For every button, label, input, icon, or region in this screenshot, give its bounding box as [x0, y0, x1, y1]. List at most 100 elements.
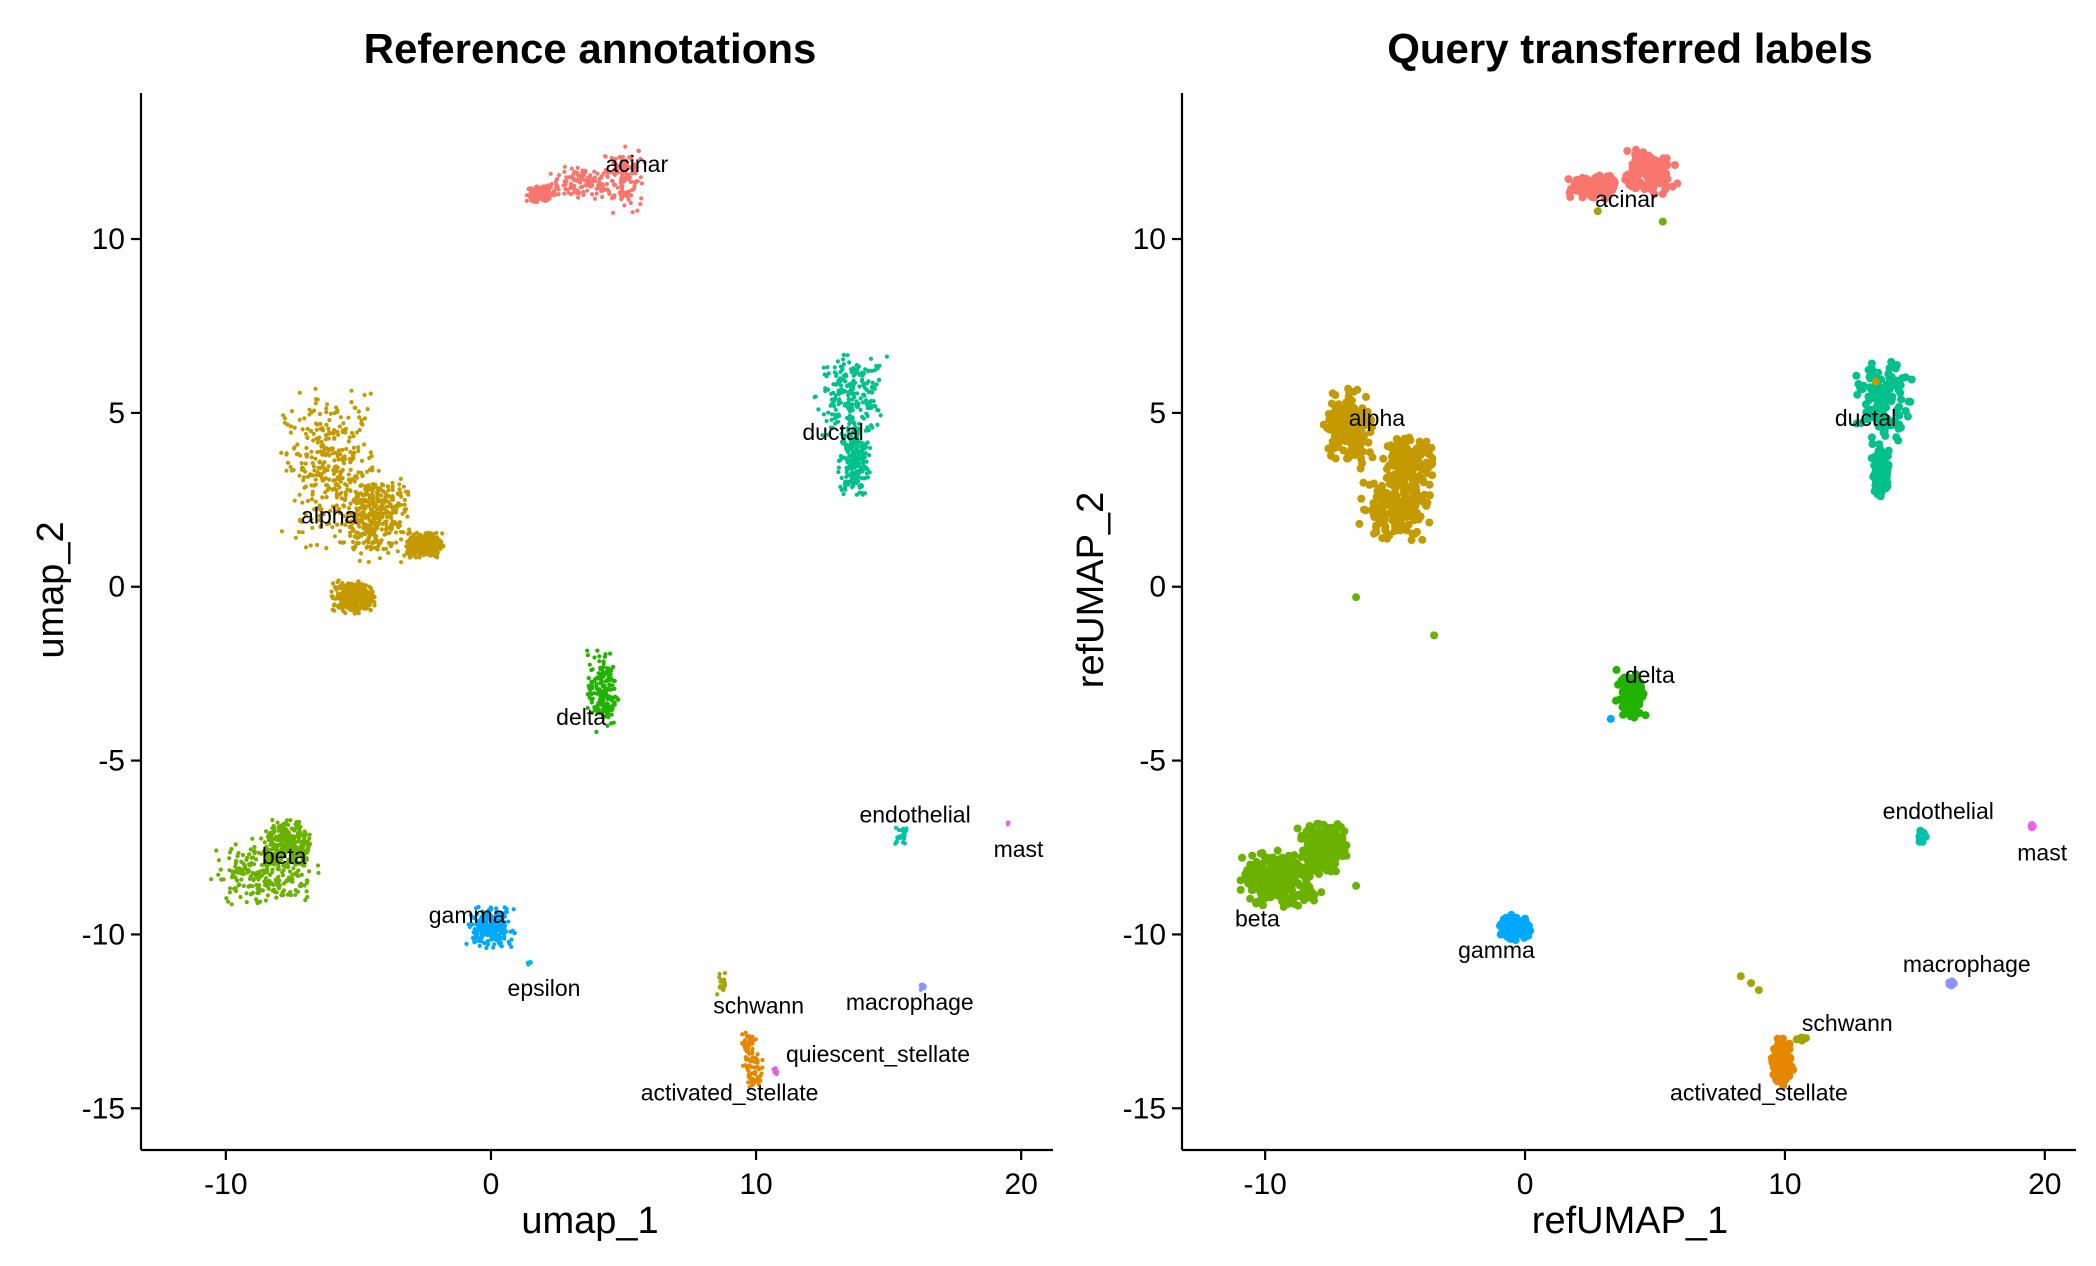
- point-alpha: [340, 600, 345, 606]
- point-alpha: [1418, 535, 1427, 544]
- point-acinar: [613, 156, 618, 161]
- point-beta: [288, 890, 293, 895]
- point-alpha: [333, 596, 338, 601]
- y-tick-label: -15: [82, 1092, 125, 1125]
- point-acinar: [615, 185, 620, 190]
- point-gamma: [477, 943, 482, 949]
- point-alpha: [420, 551, 425, 557]
- point-ductal: [836, 469, 841, 475]
- point-beta: [209, 877, 214, 882]
- point-alpha: [375, 492, 380, 497]
- point-beta: [246, 868, 251, 874]
- point-delta: [592, 707, 598, 712]
- point-ductal: [839, 383, 844, 388]
- point-ductal: [1904, 397, 1913, 406]
- point-beta: [304, 856, 309, 861]
- point-alpha: [353, 489, 358, 494]
- point-ductal: [853, 461, 858, 466]
- point-alpha: [315, 440, 320, 445]
- point-ductal: [863, 428, 868, 433]
- point-alpha: [281, 413, 286, 418]
- point-ductal: [1862, 408, 1871, 417]
- point-beta: [1238, 853, 1247, 862]
- point-alpha: [1332, 401, 1340, 410]
- point-beta: [1331, 848, 1340, 857]
- point-beta: [294, 870, 299, 876]
- point-alpha: [316, 465, 321, 470]
- point-alpha: [387, 530, 392, 536]
- point-acinar: [625, 172, 631, 177]
- point-ductal: [851, 383, 856, 388]
- point-ductal: [1861, 400, 1870, 409]
- point-delta: [1619, 710, 1628, 719]
- point-ductal: [839, 431, 844, 436]
- point-beta: [275, 883, 280, 888]
- point-acinar: [614, 168, 619, 173]
- point-alpha: [358, 491, 364, 496]
- point-alpha: [327, 418, 332, 423]
- cluster-points-activated-stellate: [740, 1030, 765, 1090]
- point-beta: [273, 836, 278, 841]
- point-acinar: [1564, 175, 1573, 184]
- point-ductal: [821, 365, 826, 370]
- point-acinar: [610, 194, 616, 199]
- point-ductal: [838, 369, 843, 374]
- point-macrophage: [921, 984, 926, 989]
- point-alpha: [401, 484, 406, 489]
- point-alpha: [384, 525, 389, 530]
- point-alpha: [303, 513, 308, 518]
- point-ductal: [865, 381, 870, 386]
- point-alpha: [378, 509, 383, 515]
- point-alpha: [331, 468, 336, 473]
- point-alpha: [303, 469, 308, 474]
- point-ductal: [884, 354, 890, 359]
- point-alpha: [331, 478, 336, 483]
- point-beta: [1258, 901, 1267, 910]
- point-alpha: [317, 503, 322, 508]
- point-gamma: [498, 940, 503, 945]
- point-alpha: [348, 467, 353, 472]
- point-beta: [244, 900, 249, 905]
- point-ductal: [839, 475, 844, 481]
- point-alpha: [317, 435, 322, 440]
- point-alpha: [335, 522, 340, 527]
- point-alpha: [362, 416, 367, 421]
- point-acinar: [597, 180, 602, 185]
- point-gamma: [480, 909, 485, 914]
- point-beta: [295, 889, 301, 894]
- point-alpha: [337, 507, 342, 512]
- point-beta: [235, 878, 240, 883]
- point-alpha: [402, 553, 407, 558]
- point-alpha: [330, 594, 335, 599]
- point-acinar: [604, 181, 610, 187]
- point-acinar: [629, 171, 635, 176]
- point-alpha: [390, 484, 395, 489]
- point-alpha: [348, 603, 353, 609]
- point-beta: [1305, 890, 1314, 899]
- point-alpha: [1401, 494, 1410, 503]
- point-ductal: [857, 384, 862, 389]
- point-beta: [250, 890, 255, 896]
- point-acinar: [629, 193, 634, 198]
- point-alpha: [364, 545, 369, 550]
- point-alpha: [344, 446, 349, 452]
- point-beta: [1294, 890, 1303, 899]
- point-alpha: [1347, 409, 1356, 418]
- point-beta: [1256, 872, 1265, 880]
- point-delta: [600, 713, 606, 719]
- point-beta: [316, 870, 321, 876]
- point-delta: [605, 706, 610, 712]
- point-beta: [281, 888, 287, 893]
- point-alpha: [418, 537, 423, 542]
- point-gamma: [494, 906, 499, 911]
- point-gamma: [492, 914, 497, 919]
- point-alpha: [309, 497, 315, 502]
- point-acinar: [619, 197, 624, 202]
- point-alpha: [399, 560, 404, 565]
- point-alpha: [285, 460, 291, 465]
- point-alpha: [379, 493, 384, 498]
- point-delta: [589, 683, 594, 688]
- point-alpha: [350, 539, 356, 545]
- point-acinar: [593, 196, 598, 201]
- point-alpha: [382, 532, 387, 537]
